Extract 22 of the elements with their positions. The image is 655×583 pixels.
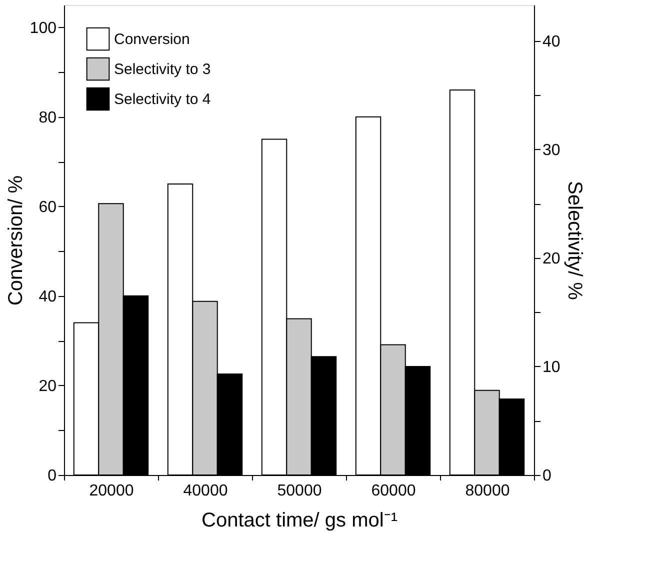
y2-tick-label: 30 <box>542 142 560 159</box>
x-tick-label: 20000 <box>89 482 134 500</box>
y-tick-label: 0 <box>48 468 57 484</box>
y2-tick-label: 20 <box>542 250 560 268</box>
y-tick-label: 20 <box>38 378 57 395</box>
y-tick-label: 40 <box>38 288 57 306</box>
y-tick-label: 60 <box>38 198 57 216</box>
x-tick-label: 50000 <box>277 482 322 500</box>
legend-label: Conversion <box>114 31 190 48</box>
y2-tick-label: 0 <box>542 468 552 484</box>
y-tick-label: 80 <box>38 109 57 126</box>
legend-label: Selectivity to 3 <box>114 61 211 78</box>
y2-axis-title: Selectivity/ % <box>563 181 586 300</box>
x-tick-label: 40000 <box>183 482 228 500</box>
y-tick-label: 100 <box>30 20 57 37</box>
legend-label: Selectivity to 4 <box>114 91 211 108</box>
x-axis-title: Contact time/ gs mol⁻¹ <box>202 510 398 532</box>
y2-tick-label: 10 <box>542 358 560 376</box>
x-tick-label: 60000 <box>371 482 416 500</box>
x-tick-label: 80000 <box>465 482 510 500</box>
y2-tick-label: 40 <box>542 33 560 50</box>
y-axis-title: Conversion/ % <box>4 175 27 306</box>
